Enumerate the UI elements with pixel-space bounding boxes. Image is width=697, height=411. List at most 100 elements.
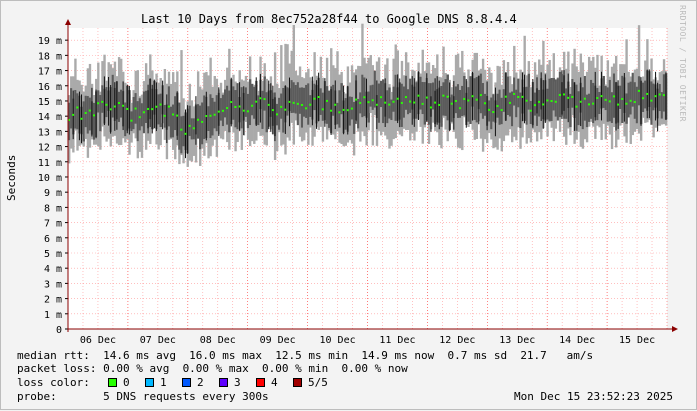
smoke-inner (431, 82, 435, 110)
smoke-inner (119, 89, 123, 118)
smoke-inner (529, 100, 533, 124)
smoke-inner (556, 78, 560, 121)
median-mark (159, 103, 163, 106)
smoke-inner (84, 95, 88, 128)
smoke-inner (248, 79, 252, 126)
x-tick-label: 11 Dec (379, 335, 415, 346)
loss-label-4: 4 (271, 376, 278, 389)
smoke-inner (635, 86, 639, 124)
smoke-inner (117, 91, 121, 122)
median-mark (271, 109, 276, 112)
smoke-inner (86, 96, 90, 134)
median-mark (92, 114, 97, 117)
median-mark (180, 128, 184, 131)
smoke-inner (236, 83, 239, 130)
smoke-inner (74, 90, 77, 129)
smoke-inner (565, 88, 568, 119)
median-mark (242, 109, 247, 112)
median-mark (296, 102, 301, 105)
smoke-inner (473, 78, 476, 120)
smoke-inner (251, 83, 254, 116)
median-mark (192, 127, 197, 130)
median-mark (305, 107, 309, 110)
median-mark (267, 103, 271, 106)
median-mark (392, 100, 396, 103)
median-mark (84, 111, 88, 114)
smoke-inner (282, 87, 285, 133)
smoke-inner (404, 75, 408, 110)
y-tick-label: 17 m (38, 67, 62, 78)
median-mark (188, 124, 192, 127)
median-mark (542, 103, 546, 106)
smoke-inner (201, 102, 204, 145)
median-mark (371, 99, 375, 102)
median-mark (450, 102, 455, 105)
smoke-inner (180, 116, 183, 154)
loss-color-label: loss color: (17, 376, 90, 389)
median-mark (355, 98, 359, 101)
smoke-inner (219, 98, 223, 121)
median-mark (421, 102, 425, 105)
smoke-inner (400, 83, 404, 127)
smoke-inner (111, 74, 115, 118)
y-tick-label: 15 m (38, 97, 62, 108)
smoke-inner (606, 87, 610, 122)
smoke-inner (344, 98, 348, 130)
median-mark (379, 96, 384, 99)
smoke-inner (652, 83, 655, 111)
smoke-inner (598, 91, 601, 115)
smoke-inner (298, 87, 302, 114)
smoke-inner (483, 93, 487, 116)
smoke-inner (498, 89, 501, 125)
smoke-inner (336, 102, 339, 125)
median-mark (375, 103, 380, 106)
median-mark (592, 102, 596, 105)
smoke-inner (602, 75, 605, 108)
y-tick-label: 19 m (38, 36, 62, 47)
y-tick-label: 9 m (44, 188, 62, 199)
y-tick-label: 4 m (44, 264, 62, 275)
smoke-inner (199, 105, 202, 150)
median-mark (384, 101, 388, 104)
median-mark (163, 114, 168, 117)
smoke-inner (546, 88, 549, 120)
median-rtt-line: median rtt: 14.6 ms avg 16.0 ms max 12.5… (17, 349, 594, 362)
median-mark (583, 97, 588, 100)
median-mark (429, 106, 434, 109)
median-mark (475, 98, 479, 101)
median-mark (546, 99, 550, 102)
smoke-inner (76, 93, 79, 130)
smoke-inner (244, 87, 248, 117)
smoke-inner (382, 79, 385, 124)
smoke-inner (226, 85, 229, 125)
smoke-inner (511, 91, 514, 127)
smoke-inner (228, 90, 231, 133)
y-tick-label: 12 m (38, 143, 62, 154)
smoke-outer (442, 46, 445, 118)
smoke-inner (394, 74, 397, 121)
median-mark (292, 101, 296, 104)
median-mark (587, 103, 592, 106)
median-mark (280, 105, 284, 108)
median-mark (338, 111, 342, 114)
smoke-inner (361, 74, 364, 118)
smoke-inner (357, 98, 360, 129)
smoke-inner (140, 103, 144, 127)
smoke-inner (215, 95, 219, 132)
smoke-inner (604, 86, 607, 111)
median-mark (363, 96, 367, 99)
smoke-outer (379, 81, 383, 136)
median-mark (600, 95, 604, 98)
y-tick-label: 16 m (38, 82, 62, 93)
smoke-inner (585, 94, 589, 128)
smoke-inner (234, 90, 237, 128)
median-mark (122, 104, 126, 107)
x-axis-arrow (672, 326, 678, 332)
smoke-inner (590, 79, 593, 119)
median-mark (413, 101, 417, 104)
smoke-inner (440, 86, 443, 127)
smoke-inner (369, 85, 372, 107)
smoke-inner (82, 101, 85, 142)
smoke-outer (163, 68, 167, 140)
median-mark (151, 108, 155, 111)
